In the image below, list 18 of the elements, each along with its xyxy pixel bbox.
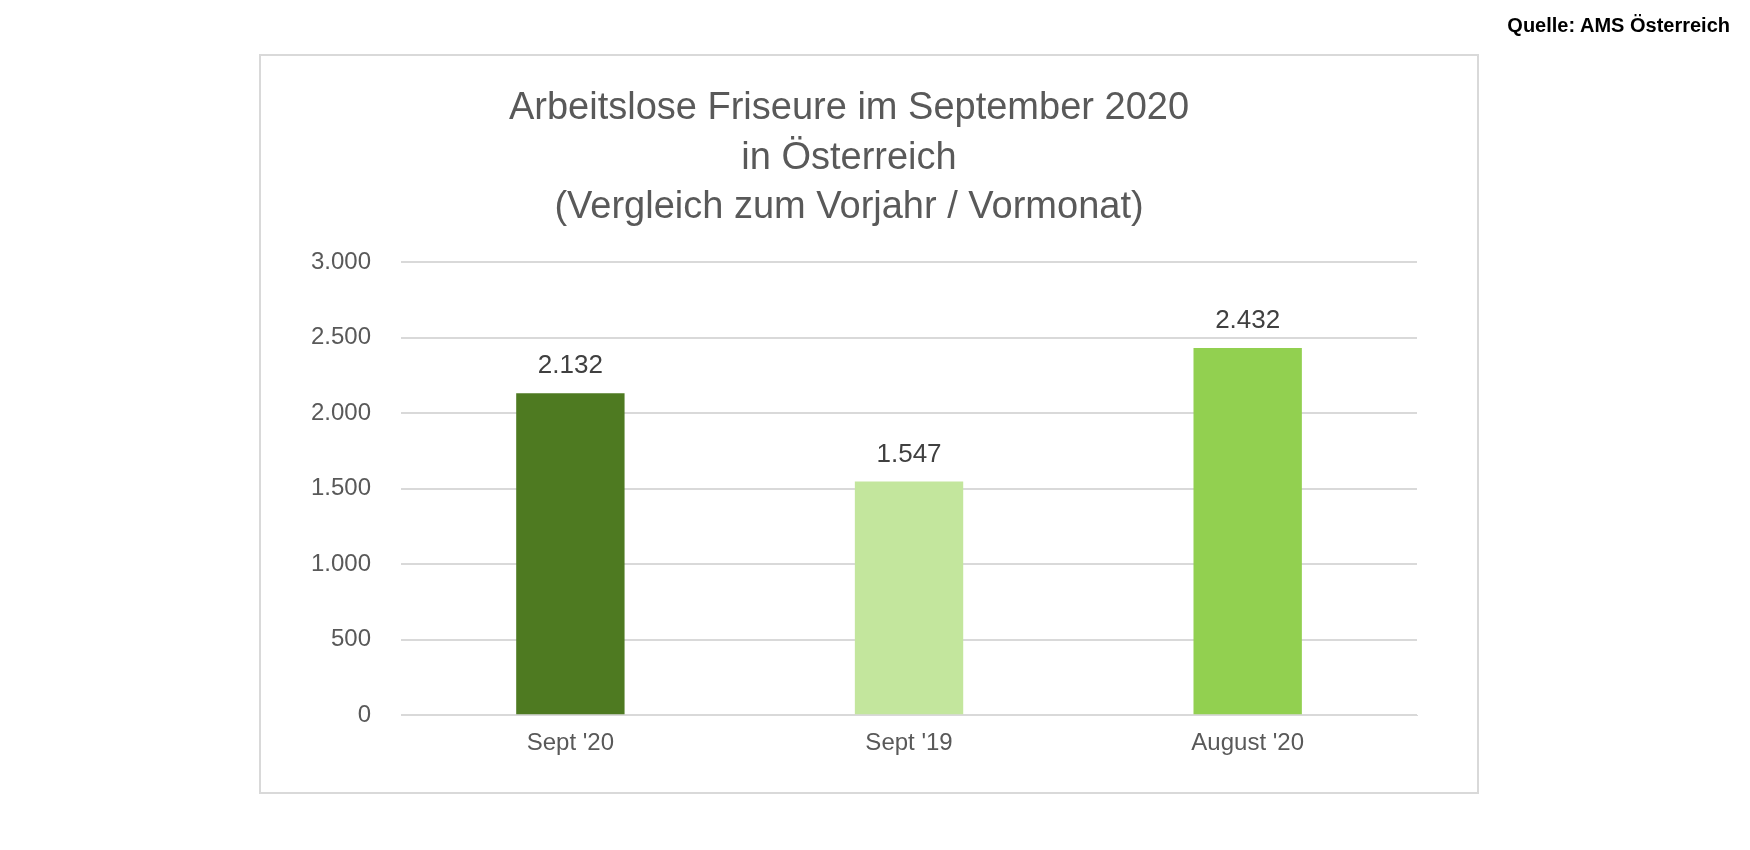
- bar: [516, 393, 625, 715]
- data-label: 1.547: [876, 437, 942, 468]
- bar: [1193, 347, 1302, 715]
- source-note: Quelle: AMS Österreich: [1507, 14, 1730, 37]
- y-tick-label: 3.000: [311, 246, 372, 274]
- y-tick-label: 2.000: [311, 397, 372, 425]
- chart-title: Arbeitslose Friseure im September 2020 in Österreich (Vergleich zum Vorjahr / Vormonat): [508, 85, 1190, 226]
- y-tick-label: 1.000: [311, 548, 372, 576]
- y-tick-label: 500: [331, 624, 372, 652]
- bar: [854, 481, 964, 715]
- data-label: 2.432: [1215, 304, 1281, 335]
- x-tick-label: Sept '19: [865, 728, 953, 756]
- y-tick-label: 1.500: [311, 473, 372, 501]
- x-tick-label: August '20: [1191, 728, 1305, 756]
- data-label: 2.132: [537, 349, 603, 380]
- x-tick-label: Sept '20: [526, 728, 615, 756]
- y-tick-label: 0: [357, 699, 372, 727]
- y-tick-label: 2.500: [311, 322, 372, 350]
